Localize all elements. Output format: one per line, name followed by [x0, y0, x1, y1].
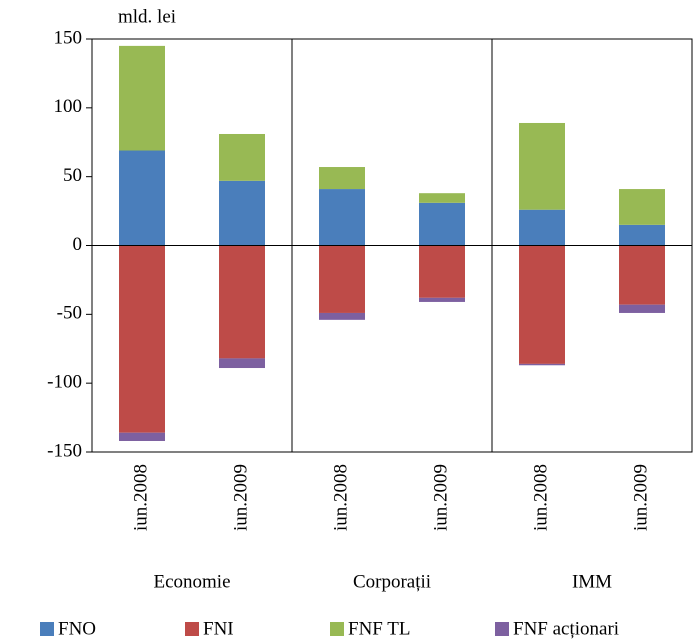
legend-swatch: [330, 622, 344, 636]
x-tick-label: iun.2009: [430, 464, 451, 531]
y-tick-label: 0: [73, 234, 83, 255]
bar-segment: [519, 122, 565, 210]
bar-segment: [419, 193, 465, 203]
bar-segment: [519, 209, 565, 246]
y-tick-label: 50: [63, 165, 82, 186]
legend-label: FNO: [58, 618, 96, 639]
group-label: Economie: [153, 571, 230, 592]
bar-segment: [319, 312, 365, 320]
bar-segment: [319, 189, 365, 246]
bar-segment: [319, 245, 365, 313]
legend-label: FNF acționari: [513, 618, 619, 639]
legend-swatch: [40, 622, 54, 636]
bar-segment: [419, 245, 465, 298]
y-tick-label: -100: [47, 372, 82, 393]
legend-label: FNF TL: [348, 618, 410, 639]
bar-segment: [619, 245, 665, 305]
x-tick-label: iun.2009: [230, 464, 251, 531]
bar-segment: [519, 245, 565, 364]
x-tick-label: iun.2008: [130, 464, 151, 531]
bar-segment: [419, 202, 465, 246]
bar-segment: [619, 189, 665, 225]
legend-label: FNI: [203, 618, 234, 639]
y-tick-label: 150: [54, 27, 83, 48]
y-tick-label: -50: [57, 303, 82, 324]
bar-segment: [119, 432, 165, 441]
legend-swatch: [185, 622, 199, 636]
y-tick-label: 100: [54, 96, 83, 117]
bar-segment: [319, 167, 365, 190]
bar-segment: [619, 304, 665, 313]
legend-swatch: [495, 622, 509, 636]
bar-segment: [219, 133, 265, 181]
group-label: IMM: [572, 571, 612, 592]
y-axis-label: mld. lei: [118, 6, 176, 27]
y-tick-label: -150: [47, 440, 82, 461]
bar-segment: [219, 358, 265, 369]
bar-segment: [219, 180, 265, 246]
x-tick-label: iun.2008: [330, 464, 351, 531]
bar-segment: [519, 363, 565, 366]
group-label: Corporații: [353, 571, 431, 592]
bar-segment: [619, 224, 665, 246]
x-tick-label: iun.2008: [530, 464, 551, 531]
bar-segment: [119, 245, 165, 433]
bar-segment: [119, 45, 165, 151]
bar-segment: [419, 297, 465, 302]
bar-segment: [119, 150, 165, 246]
bar-segment: [219, 245, 265, 359]
x-tick-label: iun.2009: [630, 464, 651, 531]
